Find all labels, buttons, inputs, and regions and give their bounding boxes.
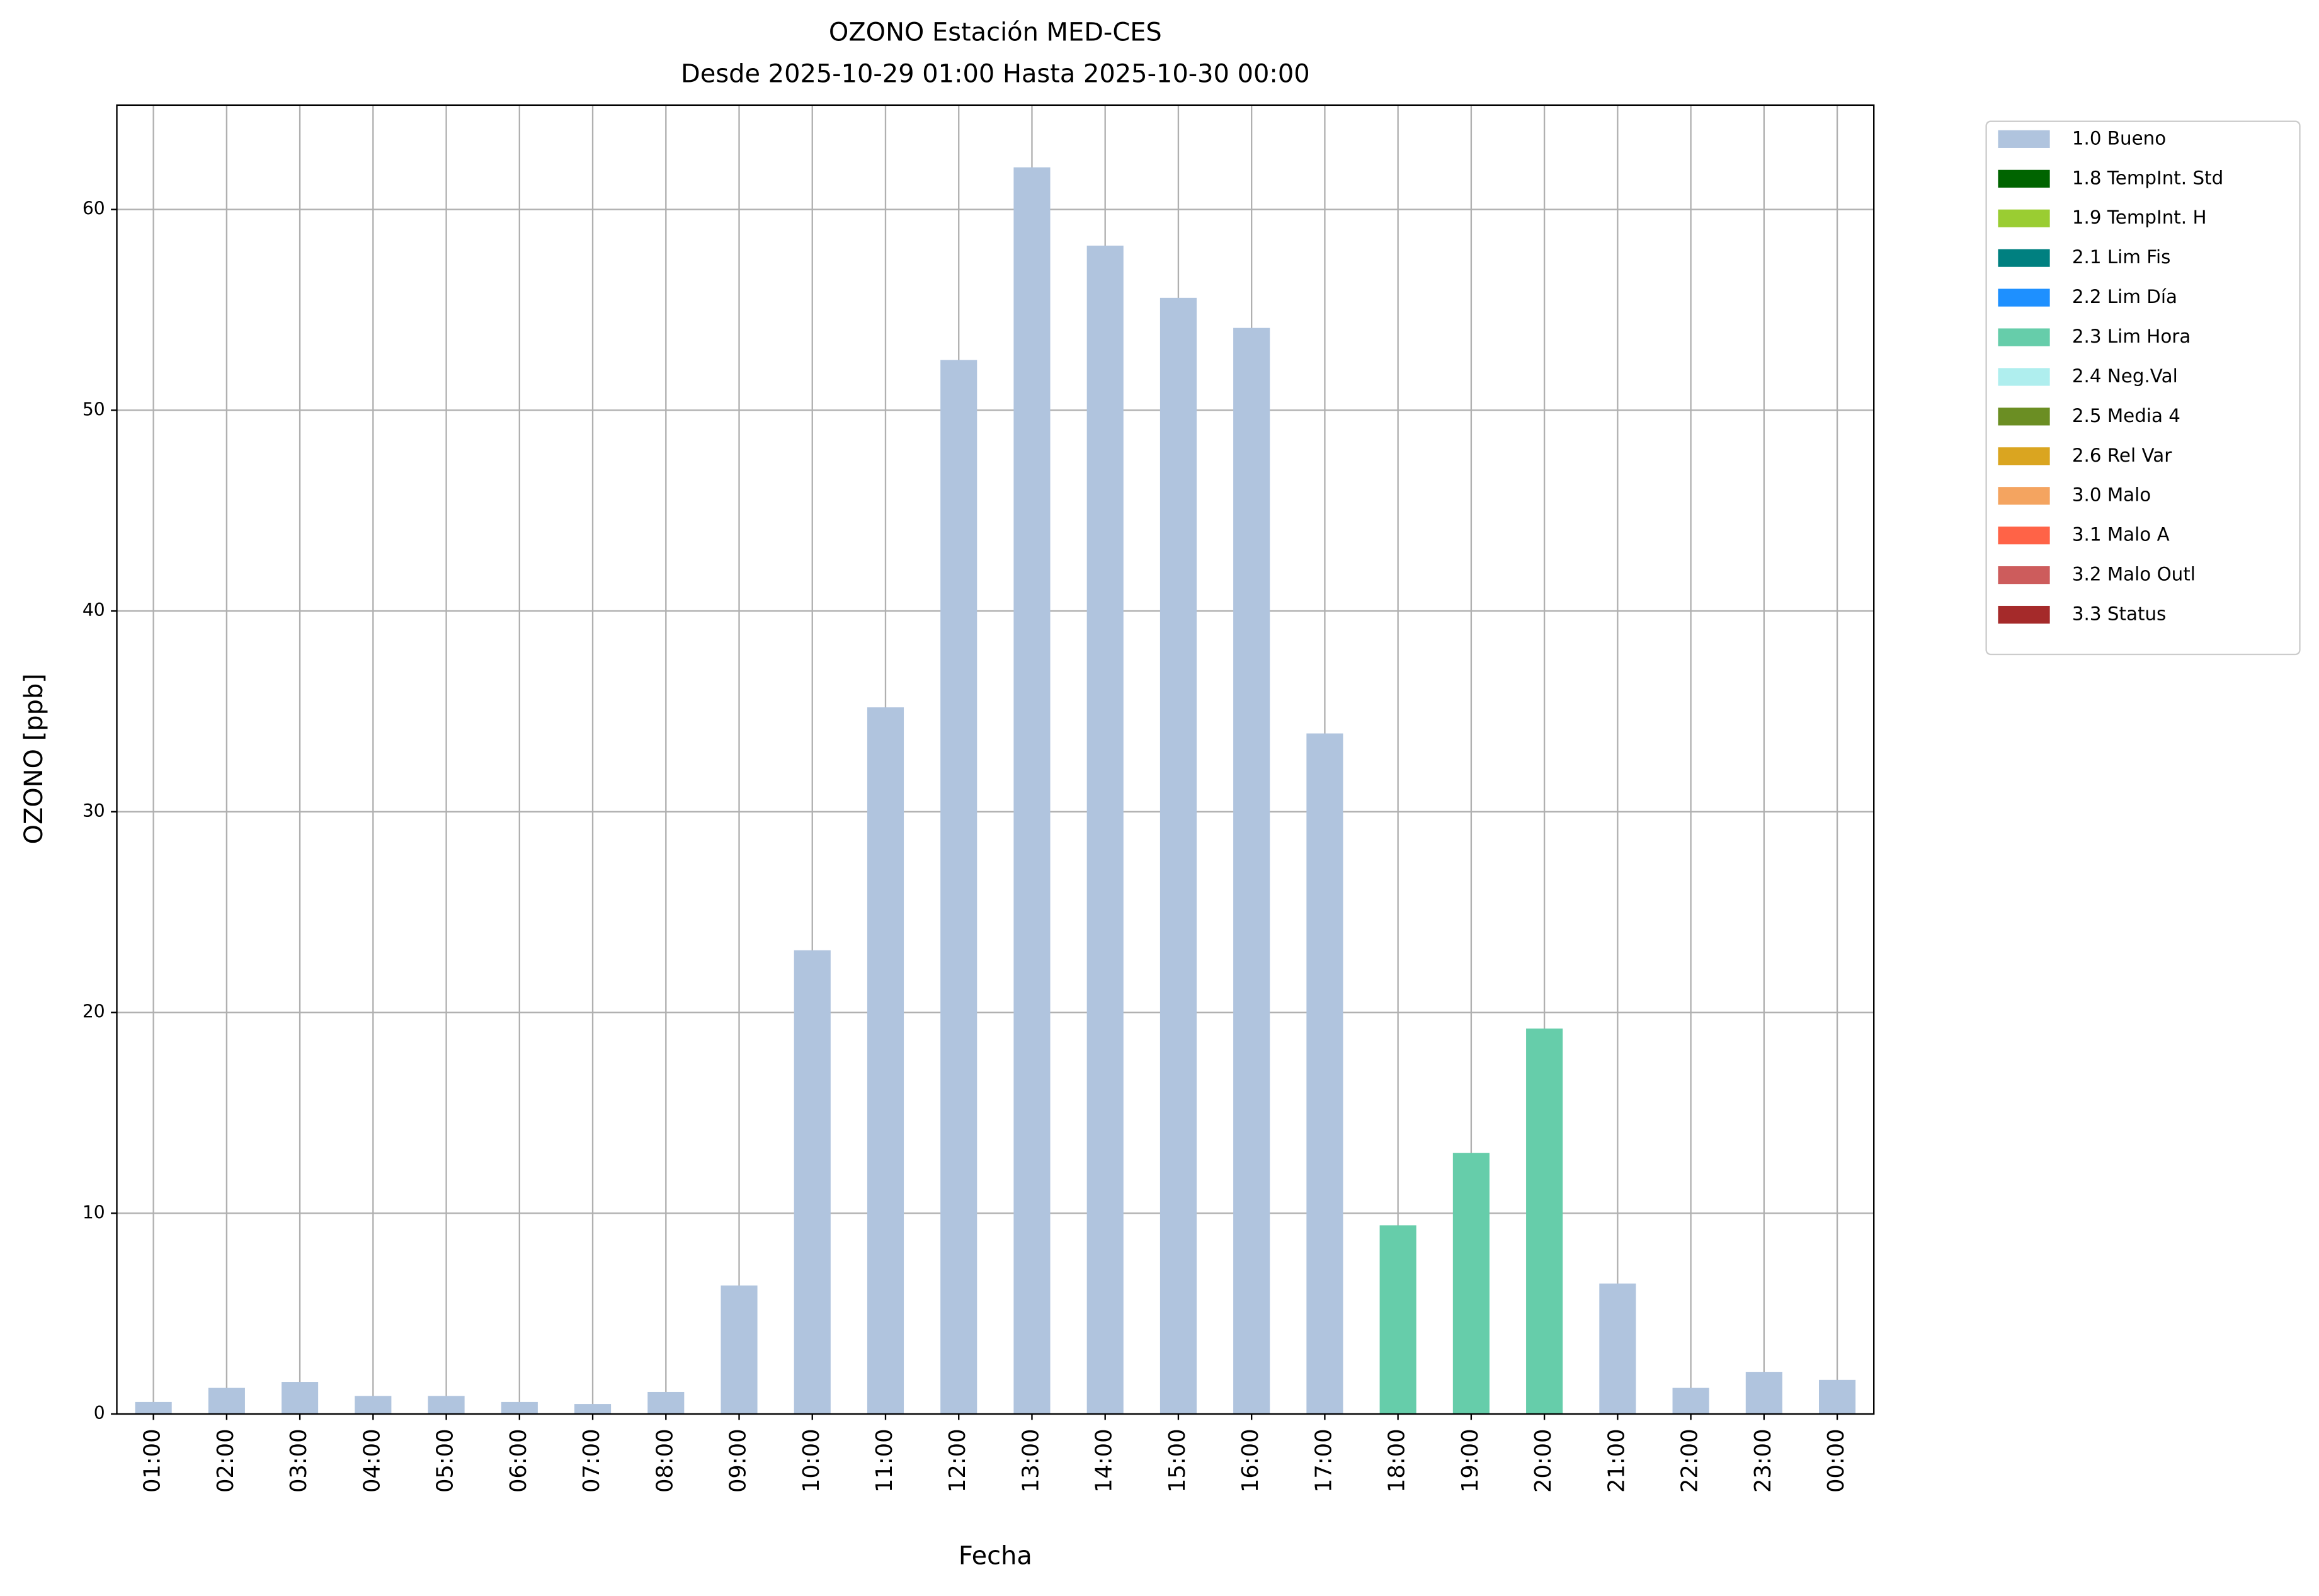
bar [1379, 1225, 1416, 1415]
legend-swatch [1998, 328, 2050, 346]
legend-frame [1985, 120, 2301, 656]
bar [1819, 1379, 1856, 1415]
legend-swatch [1998, 487, 2050, 505]
axes: 0 10 20 30 40 50 60 01:00 02:00 03:00 04:00 05:00 06… [83, 104, 1875, 1493]
bar [1160, 297, 1197, 1415]
x-tick-label: 23:00 [1750, 1429, 1776, 1493]
bar [282, 1382, 319, 1415]
x-tick-label: 08:00 [652, 1429, 678, 1493]
legend-label: 1.9 TempInt. H [2072, 207, 2207, 228]
x-tick-label: 21:00 [1604, 1429, 1629, 1493]
legend-label: 1.8 TempInt. Std [2072, 167, 2223, 188]
legend-label: 2.1 Lim Fis [2072, 246, 2171, 268]
bars [135, 167, 1856, 1415]
bar [355, 1396, 392, 1415]
x-tick-label: 11:00 [872, 1429, 897, 1493]
bar [1599, 1283, 1636, 1415]
legend-swatch [1998, 408, 2050, 426]
bar [794, 950, 831, 1415]
x-tick-label: 12:00 [945, 1429, 971, 1493]
x-tick-label: 19:00 [1457, 1429, 1483, 1493]
y-tick-label: 40 [83, 600, 105, 620]
legend-label: 3.1 Malo A [2072, 524, 2170, 545]
x-tick-label: 16:00 [1238, 1429, 1263, 1493]
plot-frame [116, 104, 1875, 1415]
x-tick-label: 05:00 [433, 1429, 459, 1493]
y-tick-label: 20 [83, 1001, 105, 1022]
x-tick-label: 15:00 [1165, 1429, 1190, 1493]
x-tick-label: 20:00 [1530, 1429, 1556, 1493]
x-tick-label: 01:00 [140, 1429, 166, 1493]
x-tick-label: 14:00 [1091, 1429, 1117, 1493]
legend-swatch [1998, 209, 2050, 227]
y-axis-label: OZONO [ppb] [20, 673, 48, 844]
legend-label: 2.4 Neg.Val [2072, 365, 2178, 387]
bar [1013, 167, 1051, 1415]
legend-swatch [1998, 288, 2050, 307]
legend-label: 3.0 Malo [2072, 484, 2151, 506]
legend-swatch [1998, 130, 2050, 148]
legend-label: 2.6 Rel Var [2072, 445, 2172, 466]
legend-swatch [1998, 169, 2050, 188]
bar [1526, 1029, 1563, 1415]
bar [721, 1285, 758, 1415]
legend-label: 2.3 Lim Hora [2072, 326, 2191, 347]
legend-swatch [1998, 527, 2050, 545]
bar [574, 1404, 612, 1415]
x-tick-label: 04:00 [359, 1429, 385, 1493]
legend: 1.0 Bueno 1.8 TempInt. Std 1.9 TempInt. H 2… [1985, 120, 2301, 656]
bar [1672, 1388, 1709, 1415]
legend-swatch [1998, 447, 2050, 465]
x-tick-label: 18:00 [1384, 1429, 1410, 1493]
bar [1745, 1372, 1782, 1415]
bar [1233, 328, 1270, 1415]
x-tick-label: 07:00 [579, 1429, 605, 1493]
bar [428, 1396, 465, 1415]
legend-label: 2.2 Lim Día [2072, 286, 2177, 307]
chart-subtitle: Desde 2025-10-29 01:00 Hasta 2025-10-30 … [681, 59, 1310, 88]
x-tick-label: 22:00 [1677, 1429, 1703, 1493]
bar [1086, 245, 1124, 1415]
bar [940, 360, 977, 1415]
bar [1306, 733, 1343, 1415]
x-tick-label: 13:00 [1018, 1429, 1044, 1493]
y-tick-label: 10 [83, 1202, 105, 1223]
legend-swatch [1998, 249, 2050, 267]
x-tick-label: 06:00 [506, 1429, 532, 1493]
bar [208, 1388, 245, 1415]
y-tick-label: 60 [83, 198, 105, 219]
x-tick-label: 17:00 [1311, 1429, 1336, 1493]
bar [135, 1401, 172, 1415]
legend-label: 2.5 Media 4 [2072, 405, 2180, 426]
legend-swatch [1998, 368, 2050, 386]
bar [867, 707, 904, 1415]
x-tick-label: 02:00 [213, 1429, 239, 1493]
bar [1452, 1153, 1490, 1415]
y-tick-label: 0 [94, 1403, 105, 1423]
bar [501, 1401, 538, 1415]
legend-label: 1.0 Bueno [2072, 127, 2166, 149]
legend-label: 3.2 Malo Outl [2072, 564, 2196, 585]
bar [647, 1391, 685, 1415]
x-axis-label: Fecha [959, 1541, 1032, 1570]
chart-title: OZONO Estación MED-CES [829, 18, 1162, 47]
y-tick-label: 50 [83, 399, 105, 419]
x-tick-label: 10:00 [799, 1429, 824, 1493]
legend-swatch [1998, 566, 2050, 584]
legend-swatch [1998, 605, 2050, 624]
x-tick-label: 09:00 [726, 1429, 751, 1493]
y-tick-label: 30 [83, 801, 105, 821]
legend-label: 3.3 Status [2072, 603, 2167, 625]
x-tick-label: 00:00 [1823, 1429, 1849, 1493]
x-tick-label: 03:00 [286, 1429, 312, 1493]
